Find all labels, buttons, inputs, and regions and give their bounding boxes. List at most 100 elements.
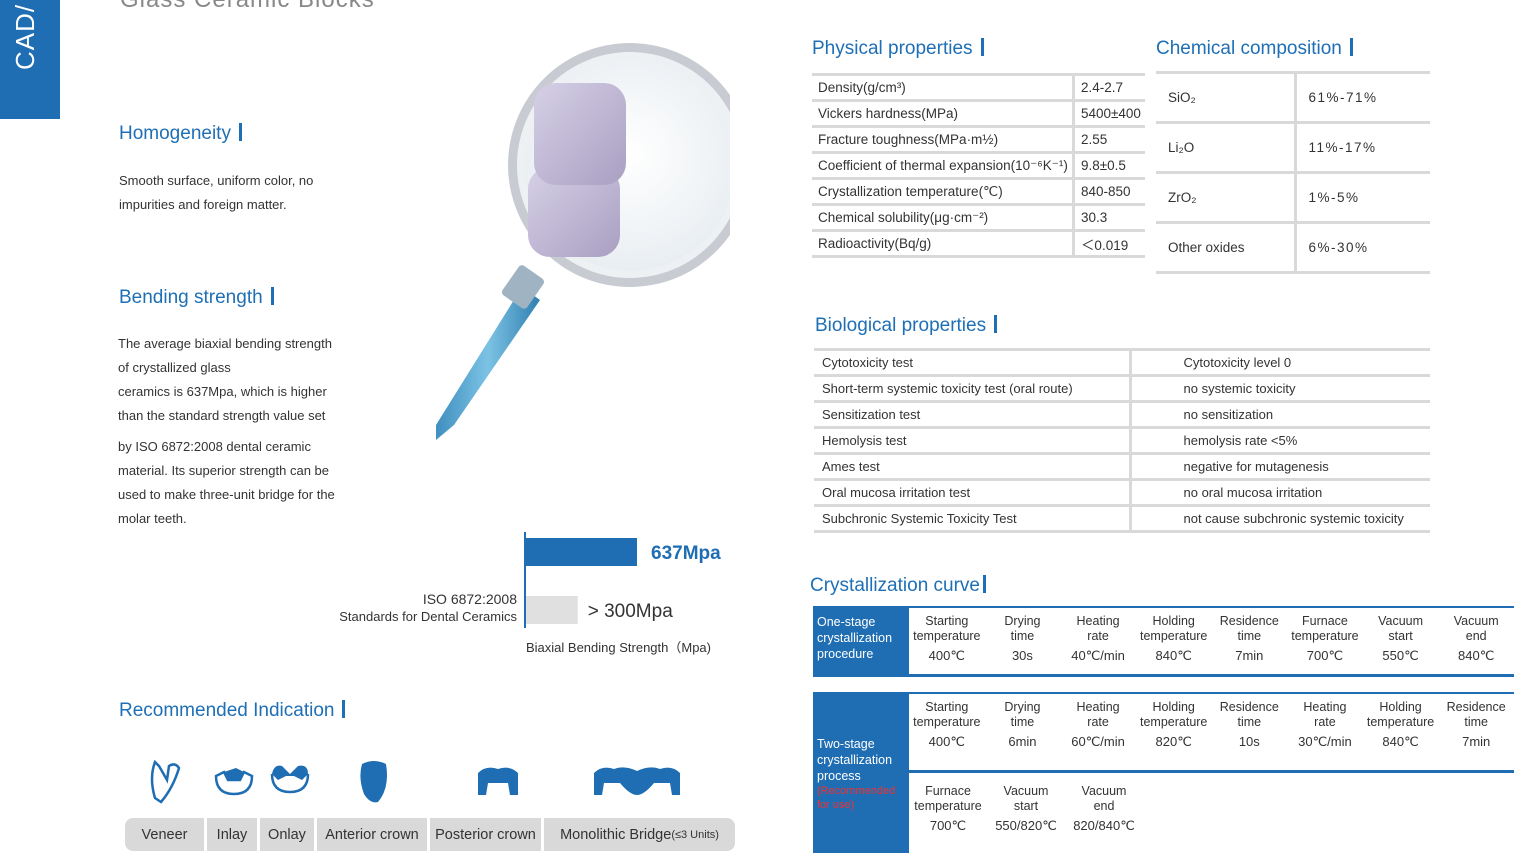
bridge-note: (≤3 Units) (671, 828, 719, 841)
param-header: Vacuum end (1081, 784, 1127, 813)
homogeneity-title: Homogeneity (119, 123, 231, 144)
table-row: Subchronic Systemic Toxicity Test not cau… (814, 505, 1430, 533)
one-stage-label: One-stage crystallization procedure (813, 608, 909, 674)
param-header: Residence time (1219, 700, 1279, 729)
test-name: Cytotoxicity test (814, 349, 1132, 377)
table-row: ZrO₂ 1%-5% (1156, 172, 1430, 224)
two-stage-label: Two-stage crystallization process (817, 737, 893, 783)
indication-bar: Veneer Inlay Onlay Anterior crown Poster… (125, 818, 735, 851)
param-value: 400℃ (928, 648, 965, 663)
param-header: Holding temperature (1139, 614, 1208, 643)
param-column: Drying time 6min (985, 694, 1061, 756)
param-column: Vacuum end 840℃ (1438, 608, 1514, 674)
indication-monolithic-bridge: Monolithic Bridge (≤3 Units) (544, 818, 735, 851)
test-name: Subchronic Systemic Toxicity Test (814, 505, 1132, 533)
param-header: Vacuum start (1378, 614, 1424, 643)
param-header: Drying time (1004, 614, 1041, 643)
bar-iso-standard (525, 596, 578, 624)
param-column: Vacuum start 550℃ (1363, 608, 1439, 674)
text-line: impurities and foreign matter. (119, 197, 287, 212)
property-value: 840-850 (1073, 178, 1145, 206)
two-stage-row1: Starting temperature 400℃ Drying time 6min Hea… (909, 694, 1514, 756)
test-result: hemolysis rate <5% (1130, 427, 1430, 455)
crystallization-heading: Crystallization curve (810, 575, 986, 597)
param-header: Vacuum start (1003, 784, 1049, 813)
param-value: 30s (1011, 648, 1033, 663)
one-stage-table: One-stage crystallization procedure Star… (813, 606, 1514, 677)
param-column: Holding temperature 840℃ (1363, 694, 1439, 756)
test-result: no systemic toxicity (1130, 375, 1430, 403)
bending-title: Bending strength (119, 287, 263, 308)
text-line: ceramics is 637Mpa, which is higher (118, 384, 327, 399)
indication-title: Recommended Indication (119, 700, 335, 721)
table-row: Other oxides 6%-30% (1156, 222, 1430, 274)
bending-text: The average biaxial bending strength of … (118, 332, 335, 531)
text-line: than the standard strength value set (118, 408, 326, 423)
param-column: Heating rate 40℃/min (1060, 608, 1136, 674)
bar-label-glass-ceramic: 637Mpa (651, 543, 721, 564)
param-column: Holding temperature 840℃ (1136, 608, 1212, 674)
chemical-table: SiO₂ 61%-71% Li₂O 11%-17% ZrO₂ 1%-5% Other … (1156, 71, 1430, 274)
indication-veneer: Veneer (125, 818, 204, 851)
two-stage-columns2: Furnace temperature 700℃ Vacuum start 550/820… (909, 778, 1143, 840)
physical-heading: Physical properties (812, 38, 984, 60)
compound-range: 11%-17% (1295, 122, 1430, 174)
compound-range: 6%-30% (1295, 222, 1430, 274)
biological-title: Biological properties (815, 315, 987, 336)
chemical-heading: Chemical composition (1156, 38, 1353, 60)
text-line: by ISO 6872:2008 dental ceramic (118, 439, 311, 454)
param-column: Heating rate 30℃/min (1287, 694, 1363, 756)
param-column: Vacuum end 820/840℃ (1065, 778, 1143, 840)
param-column: Furnace temperature 700℃ (1287, 608, 1363, 674)
property-name: Fracture toughness(MPa·m½) (812, 126, 1075, 154)
two-stage-note: (Recommended for use) (817, 785, 896, 811)
table-row: Cytotoxicity test Cytotoxicity level 0 (814, 349, 1430, 377)
biological-table: Cytotoxicity test Cytotoxicity level 0 Sh… (814, 348, 1430, 533)
text-line: molar teeth. (118, 511, 187, 526)
param-value: 10s (1238, 734, 1260, 749)
table-row: Density(g/cm³) 2.4-2.7 (812, 74, 1145, 102)
onlay-icon (270, 765, 310, 794)
compound-name: ZrO₂ (1156, 172, 1297, 224)
compound-name: SiO₂ (1156, 72, 1297, 124)
anterior-crown-icon (360, 761, 387, 803)
table-row: Radioactivity(Bq/g) ＜0.019 (812, 230, 1145, 258)
chemical-title: Chemical composition (1156, 38, 1342, 59)
property-value: 9.8±0.5 (1073, 152, 1145, 180)
table-row: Fracture toughness(MPa·m½) 2.55 (812, 126, 1145, 154)
two-stage-label-cell: Two-stage crystallization process (Recom… (813, 694, 909, 853)
ceramic-block-lower (528, 167, 620, 257)
param-header: Heating rate (1076, 700, 1120, 729)
property-name: Density(g/cm³) (812, 74, 1075, 102)
param-column: Residence time 7min (1212, 608, 1288, 674)
param-header: Holding temperature (1139, 700, 1208, 729)
param-header: Heating rate (1303, 700, 1347, 729)
physical-title: Physical properties (812, 38, 973, 59)
bending-chart: 637Mpa > 300Mpa (524, 532, 721, 628)
param-value: 840℃ (1155, 648, 1192, 663)
table-row: Vickers hardness(MPa) 5400±400 (812, 100, 1145, 128)
test-result: Cytotoxicity level 0 (1130, 349, 1430, 377)
table-row: Sensitization test no sensitization (814, 401, 1430, 429)
crystallization-title: Crystallization curve (810, 575, 980, 596)
property-value: 5400±400 (1073, 100, 1145, 128)
test-name: Hemolysis test (814, 427, 1132, 455)
param-header: Residence time (1219, 614, 1279, 643)
text-line: Smooth surface, uniform color, no (119, 173, 314, 188)
ceramic-block-upper (534, 83, 626, 185)
iso-label-block: ISO 6872:2008 Standards for Dental Ceram… (300, 591, 517, 624)
param-header: Residence time (1446, 700, 1506, 729)
param-value: 550/820℃ (995, 818, 1057, 833)
param-column: Furnace temperature 700℃ (909, 778, 987, 840)
text-line: material. Its superior strength can be (118, 463, 329, 478)
param-header: Starting temperature (913, 614, 981, 643)
test-result: not cause subchronic systemic toxicity (1130, 505, 1430, 533)
param-header: Heating rate (1076, 614, 1120, 643)
param-value: 7min (1462, 734, 1491, 749)
text-line: used to make three-unit bridge for the (118, 487, 335, 502)
property-value: 30.3 (1073, 204, 1145, 232)
param-header: Holding temperature (1366, 700, 1435, 729)
table-row: Ames test negative for mutagenesis (814, 453, 1430, 481)
indication-inlay: Inlay (207, 818, 257, 851)
magnifier-illustration (436, 43, 730, 440)
